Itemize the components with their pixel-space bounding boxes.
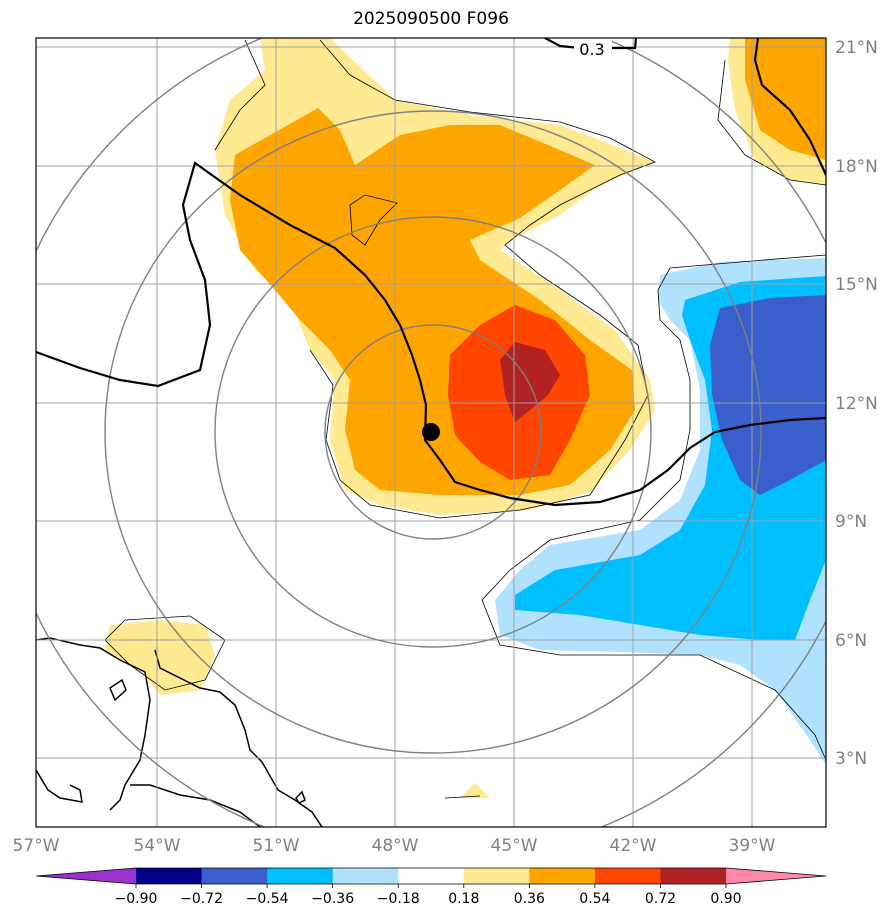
contour-label: 0.3	[579, 40, 604, 59]
colorbar-segment	[267, 868, 334, 884]
anomaly-fill-yellow	[105, 620, 215, 695]
coastline	[36, 637, 151, 811]
thin-contour-line	[309, 39, 656, 519]
colorbar-tick-label: 0.36	[514, 891, 545, 907]
coastlines	[36, 637, 323, 827]
lat-tick-label: 21°N	[835, 38, 878, 58]
colorbar-segment	[201, 868, 268, 884]
colorbar-tick-label: 0.18	[448, 891, 479, 907]
thin-contours	[104, 39, 826, 799]
colorbar-segment	[398, 868, 465, 884]
coastline	[154, 649, 323, 827]
lon-tick-label: 42°W	[610, 836, 657, 856]
colorbar-segment	[332, 868, 399, 884]
colorbar-tick-label: −0.54	[246, 891, 289, 907]
thin-contour-line	[349, 194, 398, 246]
coastline	[36, 769, 83, 803]
range-ring	[104, 110, 762, 754]
lat-tick-label: 15°N	[835, 275, 878, 295]
bold-contour-line	[753, 38, 826, 176]
bold-contour-line	[36, 161, 826, 507]
storm-center-marker	[422, 423, 440, 441]
range-rings	[36, 38, 826, 827]
map-frame	[35, 37, 827, 828]
thin-contour-line	[481, 254, 826, 761]
colorbar-segment	[529, 868, 596, 884]
lat-tick-label: 12°N	[835, 394, 878, 414]
lon-tick-label: 48°W	[372, 836, 419, 856]
colorbar-segment	[660, 868, 727, 884]
coastline	[130, 784, 261, 827]
lat-tick-label: 9°N	[835, 512, 867, 532]
lon-tick-label: 45°W	[491, 836, 538, 856]
range-ring	[324, 324, 542, 540]
map-title: 2025090500 F096	[353, 9, 509, 29]
colorbar-tick-label: −0.18	[377, 891, 420, 907]
lat-tick-label: 18°N	[835, 157, 878, 177]
thin-contour-line	[444, 795, 481, 799]
colorbar: −0.90 −0.72 −0.54 −0.36 −0.18 0.18 0.36 0.54 0.7…	[35, 867, 827, 907]
anomaly-fill-royal-blue	[710, 295, 826, 495]
colorbar-arrow-min	[36, 868, 136, 884]
thin-contour-line	[717, 59, 826, 186]
lon-tick-label: 51°W	[253, 836, 300, 856]
lon-tick-labels: 57°W 54°W 51°W 48°W 45°W 42°W 39°W	[13, 836, 776, 856]
thin-contour-line	[214, 39, 266, 151]
lon-tick-label: 39°W	[729, 836, 776, 856]
thin-contour-line	[104, 615, 226, 691]
lat-tick-label: 6°N	[835, 631, 867, 651]
anomaly-fill-orange	[745, 38, 826, 160]
graticule	[36, 38, 826, 827]
colorbar-tick-label: −0.36	[311, 891, 354, 907]
anomaly-fill-yellow	[460, 783, 490, 798]
range-ring	[214, 216, 652, 648]
colorbar-arrow-max	[726, 868, 826, 884]
colorbar-tick-label: 0.90	[710, 891, 741, 907]
colorbar-tick-label: 0.54	[579, 891, 610, 907]
colorbar-tick-label: −0.72	[180, 891, 223, 907]
colorbar-segment	[463, 868, 530, 884]
colorbar-tick-label: 0.72	[645, 891, 676, 907]
filled-contours	[105, 38, 826, 798]
lat-tick-label: 3°N	[835, 749, 867, 769]
lon-tick-label: 54°W	[134, 836, 181, 856]
contour-label-bg	[574, 38, 612, 58]
lat-tick-labels: 21°N 18°N 15°N 12°N 9°N 6°N 3°N	[835, 38, 878, 769]
lon-tick-label: 57°W	[13, 836, 60, 856]
colorbar-tick-label: −0.90	[115, 891, 158, 907]
colorbar-segment	[136, 868, 203, 884]
colorbar-segment	[594, 868, 661, 884]
coastline	[109, 678, 127, 702]
map-area: 0.3	[36, 38, 826, 827]
coastline	[295, 790, 306, 804]
